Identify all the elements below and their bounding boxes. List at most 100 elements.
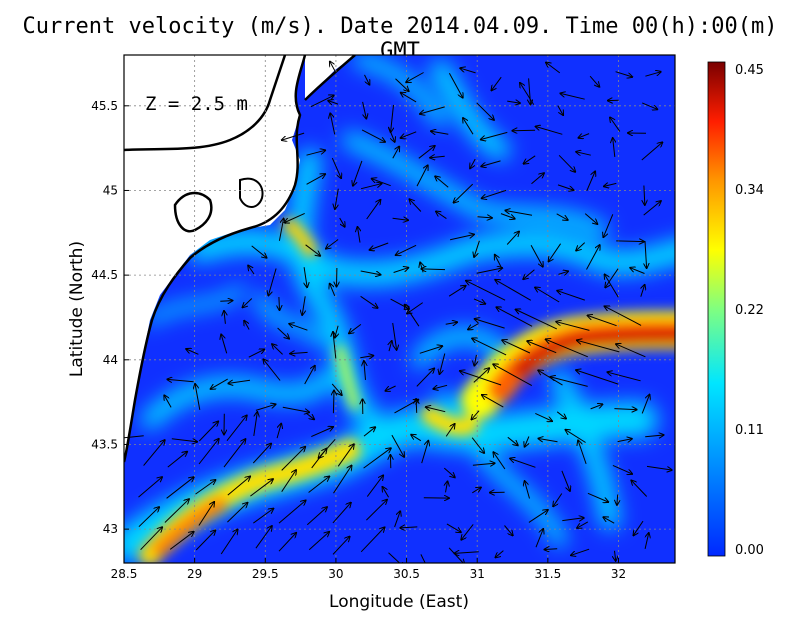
x-tick-label: 31 xyxy=(470,567,485,581)
colorbar-tick-label: 0.11 xyxy=(735,423,764,438)
velocity-arrow xyxy=(576,242,586,251)
velocity-arrow xyxy=(466,281,506,301)
velocity-arrow xyxy=(529,78,531,104)
velocity-arrow xyxy=(525,481,530,499)
velocity-arrow xyxy=(391,434,404,457)
velocity-arrow xyxy=(645,435,663,437)
velocity-arrow xyxy=(198,502,214,526)
velocity-arrow xyxy=(643,201,661,216)
velocity-arrow xyxy=(520,83,535,105)
velocity-arrow xyxy=(571,548,590,555)
velocity-arrow xyxy=(445,322,457,324)
velocity-arrow xyxy=(495,280,532,301)
velocity-arrow xyxy=(553,493,563,507)
velocity-arrow xyxy=(227,503,247,523)
velocity-arrow xyxy=(463,118,474,135)
velocity-arrow xyxy=(416,369,434,387)
y-tick-label: 43.5 xyxy=(91,437,118,451)
y-axis-label: Latitude (North) xyxy=(67,241,87,377)
velocity-arrow xyxy=(138,477,163,498)
velocity-arrow xyxy=(556,213,568,220)
velocity-arrow xyxy=(389,341,392,352)
velocity-arrow xyxy=(476,102,494,120)
velocity-arrow xyxy=(481,131,508,139)
velocity-arrow xyxy=(391,104,394,132)
velocity-arrow xyxy=(558,271,569,274)
velocity-arrow xyxy=(604,183,617,186)
velocity-arrow xyxy=(330,284,336,296)
plot-frame xyxy=(123,54,676,564)
velocity-arrow xyxy=(420,106,445,114)
velocity-arrow xyxy=(493,452,506,470)
velocity-arrow xyxy=(615,550,616,561)
velocity-field: Z = 2.5 m xyxy=(124,55,675,563)
velocity-arrow xyxy=(360,270,381,275)
velocity-arrow xyxy=(306,150,326,156)
x-axis-label: Longitude (East) xyxy=(329,592,469,612)
velocity-arrow xyxy=(372,179,391,187)
velocity-arrow xyxy=(641,142,663,161)
coastline-lagoon xyxy=(173,191,213,233)
velocity-arrow xyxy=(282,406,309,412)
velocity-arrow xyxy=(248,349,264,358)
velocity-arrow xyxy=(253,509,273,524)
velocity-arrow xyxy=(474,354,476,366)
velocity-arrow xyxy=(331,157,341,178)
velocity-arrow xyxy=(443,467,455,477)
velocity-arrow xyxy=(396,244,417,255)
velocity-arrow xyxy=(263,359,281,381)
velocity-arrow xyxy=(493,364,533,387)
velocity-arrow xyxy=(576,152,591,155)
velocity-arrow xyxy=(641,285,645,297)
velocity-arrow xyxy=(366,500,387,521)
velocity-arrow xyxy=(586,245,600,270)
velocity-arrow xyxy=(496,307,533,327)
velocity-arrow xyxy=(285,212,305,222)
velocity-arrow xyxy=(603,517,615,524)
velocity-arrow xyxy=(641,395,649,414)
y-tick-label: 44 xyxy=(103,353,118,367)
velocity-arrow xyxy=(473,298,485,304)
y-tick-label: 43 xyxy=(103,522,118,536)
velocity-arrow xyxy=(308,477,330,493)
velocity-arrow xyxy=(333,332,336,359)
velocity-arrow xyxy=(561,470,570,491)
velocity-arrow xyxy=(472,338,507,356)
velocity-arrow xyxy=(615,71,633,77)
velocity-arrow xyxy=(223,439,245,468)
velocity-arrow xyxy=(608,372,641,382)
velocity-arrow xyxy=(220,301,232,302)
velocity-arrow xyxy=(268,268,277,296)
velocity-arrow xyxy=(392,147,399,159)
velocity-arrow xyxy=(445,424,454,437)
velocity-arrow xyxy=(617,494,618,505)
velocity-arrow xyxy=(335,188,339,209)
velocity-arrow xyxy=(305,244,321,256)
velocity-arrow xyxy=(433,385,448,389)
velocity-arrow xyxy=(500,213,515,219)
velocity-arrow xyxy=(248,266,255,275)
x-tick-label: 29.5 xyxy=(252,567,279,581)
velocity-arrow xyxy=(164,499,189,523)
velocity-arrow xyxy=(366,200,381,220)
velocity-arrow xyxy=(586,172,595,191)
velocity-arrow xyxy=(282,132,305,140)
velocity-arrow xyxy=(339,217,345,227)
velocity-arrow xyxy=(169,532,193,550)
velocity-arrow xyxy=(524,155,536,164)
velocity-arrow xyxy=(610,118,621,132)
velocity-arrow xyxy=(400,527,418,528)
velocity-arrow xyxy=(645,240,647,268)
velocity-arrow xyxy=(304,366,315,385)
velocity-arrow xyxy=(631,481,648,497)
velocity-arrow xyxy=(253,412,257,436)
velocity-arrow xyxy=(418,146,435,159)
velocity-arrow xyxy=(228,380,251,383)
velocity-arrow xyxy=(333,391,334,414)
velocity-arrow xyxy=(492,76,502,90)
coastline-inland-lake xyxy=(124,55,287,152)
velocity-arrow xyxy=(448,286,466,297)
land-mass xyxy=(124,55,305,460)
velocity-arrow xyxy=(616,344,646,358)
velocity-arrow xyxy=(556,322,590,331)
